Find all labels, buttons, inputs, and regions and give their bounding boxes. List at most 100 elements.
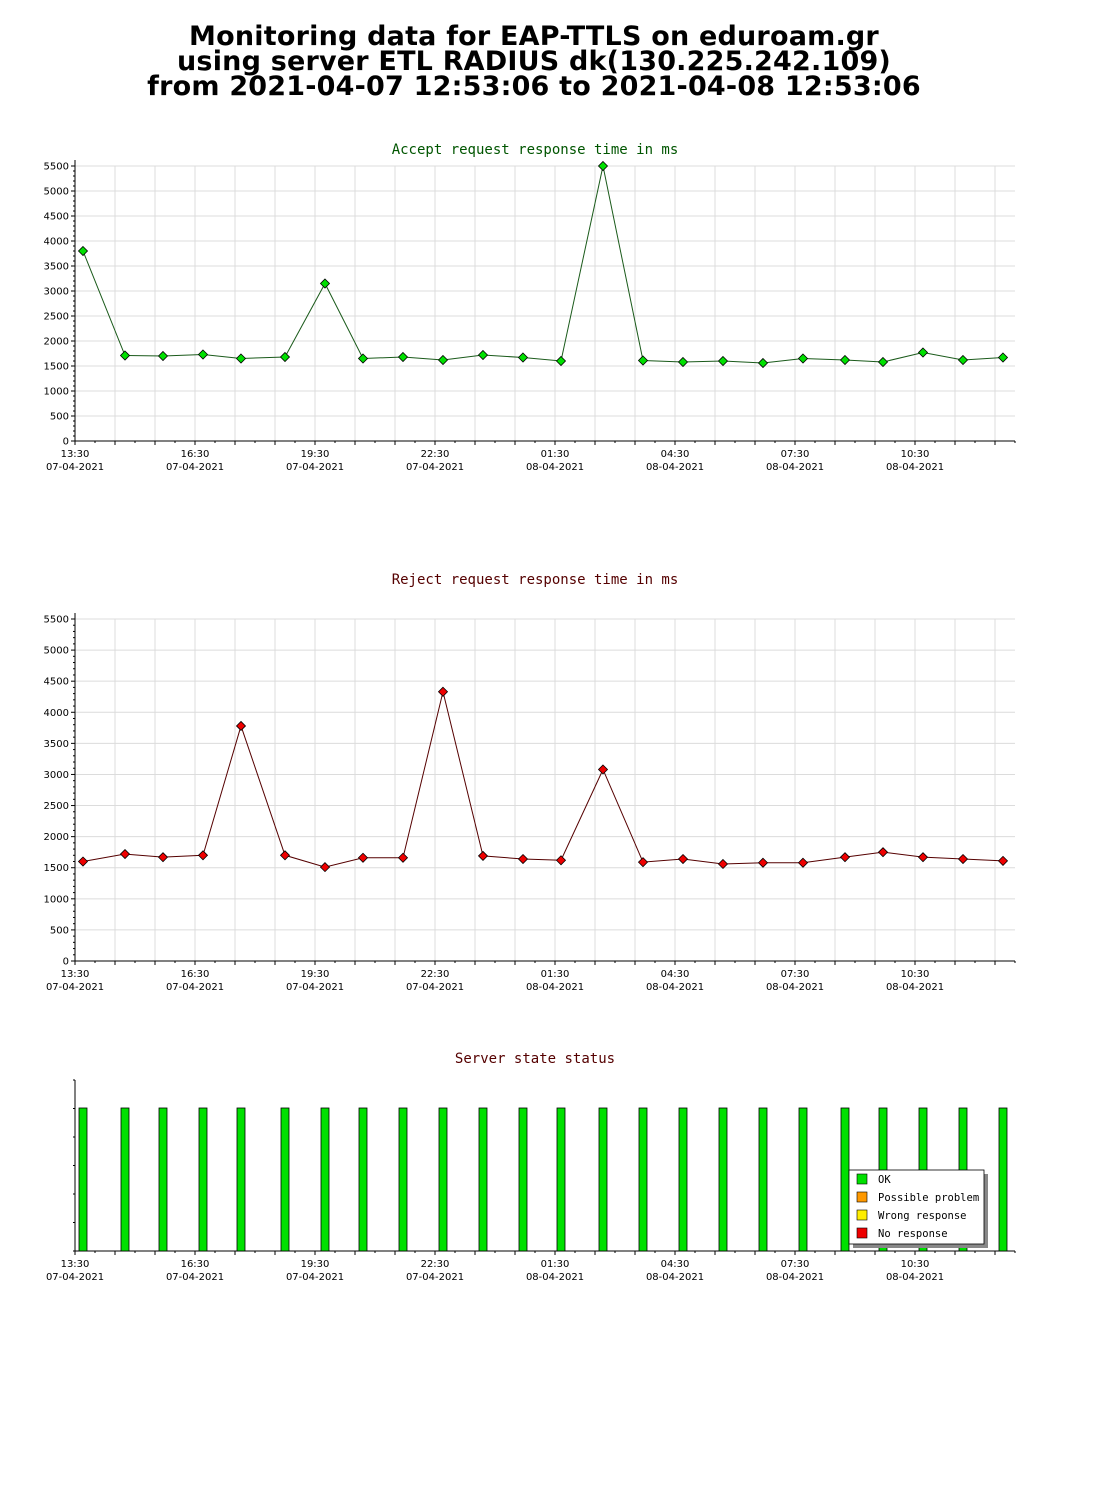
data-point <box>797 353 809 364</box>
y-tick-label: 0 <box>63 437 69 448</box>
data-point <box>477 349 489 361</box>
status-bar <box>320 1107 330 1252</box>
status-bar <box>678 1107 688 1252</box>
status-bar <box>358 1107 368 1252</box>
y-tick-label: 4000 <box>44 237 69 248</box>
y-tick-label: 4000 <box>44 708 69 719</box>
y-tick-label: 5000 <box>44 646 69 657</box>
data-point <box>397 351 409 363</box>
y-tick-label: 3500 <box>44 739 69 750</box>
y-tick-label: 500 <box>50 412 69 423</box>
legend-swatch <box>856 1191 868 1203</box>
x-tick-label: 19:30 <box>301 969 330 980</box>
data-point <box>437 686 449 697</box>
data-point <box>235 353 247 364</box>
data-point <box>555 355 567 367</box>
status-bar <box>158 1107 168 1252</box>
x-tick-date-label: 07-04-2021 <box>46 982 104 993</box>
data-point <box>235 720 247 732</box>
y-tick-label: 1000 <box>44 387 69 398</box>
data-point <box>917 852 929 863</box>
data-point <box>555 855 567 866</box>
x-tick-label: 16:30 <box>181 449 210 460</box>
status-bar <box>78 1107 88 1252</box>
data-point <box>717 858 729 870</box>
data-point <box>357 353 369 364</box>
data-point <box>437 354 449 366</box>
data-point <box>119 848 131 860</box>
data-point <box>157 350 169 362</box>
x-tick-label: 19:30 <box>301 1259 330 1270</box>
status-bar <box>840 1107 850 1252</box>
y-tick-label: 5500 <box>44 162 69 173</box>
data-point <box>319 278 331 289</box>
x-tick-date-label: 08-04-2021 <box>766 982 824 993</box>
x-tick-date-label: 08-04-2021 <box>886 1272 944 1283</box>
status-bar <box>598 1107 608 1252</box>
status-bar <box>718 1107 728 1252</box>
data-point <box>477 850 489 861</box>
legend-label: Wrong response <box>878 1210 967 1222</box>
legend-label: No response <box>878 1228 948 1240</box>
legend-box <box>848 1169 985 1245</box>
data-point <box>77 245 89 257</box>
x-tick-label: 04:30 <box>661 449 690 460</box>
x-tick-label: 22:30 <box>421 1259 450 1270</box>
x-tick-date-label: 08-04-2021 <box>646 1272 704 1283</box>
x-tick-date-label: 08-04-2021 <box>766 1272 824 1283</box>
data-point <box>597 160 609 172</box>
status-bar <box>998 1107 1008 1252</box>
x-tick-date-label: 07-04-2021 <box>286 462 344 473</box>
data-point <box>917 347 929 358</box>
y-tick-label: 3000 <box>44 287 69 298</box>
status-bar <box>236 1107 246 1252</box>
data-point <box>597 764 609 775</box>
status-bar <box>798 1107 808 1252</box>
data-point <box>877 356 889 368</box>
x-tick-date-label: 08-04-2021 <box>526 462 584 473</box>
x-tick-date-label: 07-04-2021 <box>406 982 464 993</box>
data-point <box>877 847 889 858</box>
status-bar <box>518 1107 528 1252</box>
data-point <box>279 850 291 861</box>
x-tick-date-label: 07-04-2021 <box>286 1272 344 1283</box>
status-bar <box>758 1107 768 1252</box>
x-tick-date-label: 07-04-2021 <box>46 1272 104 1283</box>
status-bar <box>280 1107 290 1252</box>
x-tick-label: 16:30 <box>181 969 210 980</box>
x-tick-label: 10:30 <box>901 969 930 980</box>
y-tick-label: 2000 <box>44 337 69 348</box>
x-tick-label: 01:30 <box>541 449 570 460</box>
data-point <box>839 354 851 366</box>
status-bar <box>638 1107 648 1252</box>
y-tick-label: 1000 <box>44 894 69 905</box>
legend-label: OK <box>878 1174 891 1186</box>
x-tick-date-label: 07-04-2021 <box>286 982 344 993</box>
data-point <box>197 349 209 360</box>
legend-swatch <box>856 1173 868 1185</box>
y-tick-label: 4500 <box>44 677 69 688</box>
x-tick-date-label: 07-04-2021 <box>46 462 104 473</box>
x-tick-label: 16:30 <box>181 1259 210 1270</box>
data-point <box>119 350 131 361</box>
y-tick-label: 0 <box>63 957 69 968</box>
x-tick-label: 07:30 <box>781 449 810 460</box>
header-line-1: Monitoring data for EAP-TTLS on eduroam.… <box>189 21 879 52</box>
x-tick-label: 19:30 <box>301 449 330 460</box>
chart-title: Server state status <box>455 1051 615 1067</box>
x-tick-date-label: 07-04-2021 <box>166 982 224 993</box>
data-point <box>677 356 689 368</box>
status-bar <box>398 1107 408 1252</box>
data-point <box>397 852 409 863</box>
chart-title: Reject request response time in ms <box>392 572 679 588</box>
x-tick-label: 10:30 <box>901 449 930 460</box>
y-tick-label: 5500 <box>44 615 69 626</box>
data-point <box>319 862 331 873</box>
x-tick-label: 22:30 <box>421 969 450 980</box>
x-tick-label: 04:30 <box>661 969 690 980</box>
status-bar <box>556 1107 566 1252</box>
x-tick-label: 13:30 <box>61 449 90 460</box>
data-point <box>997 352 1009 363</box>
x-tick-date-label: 08-04-2021 <box>886 982 944 993</box>
x-tick-label: 22:30 <box>421 449 450 460</box>
